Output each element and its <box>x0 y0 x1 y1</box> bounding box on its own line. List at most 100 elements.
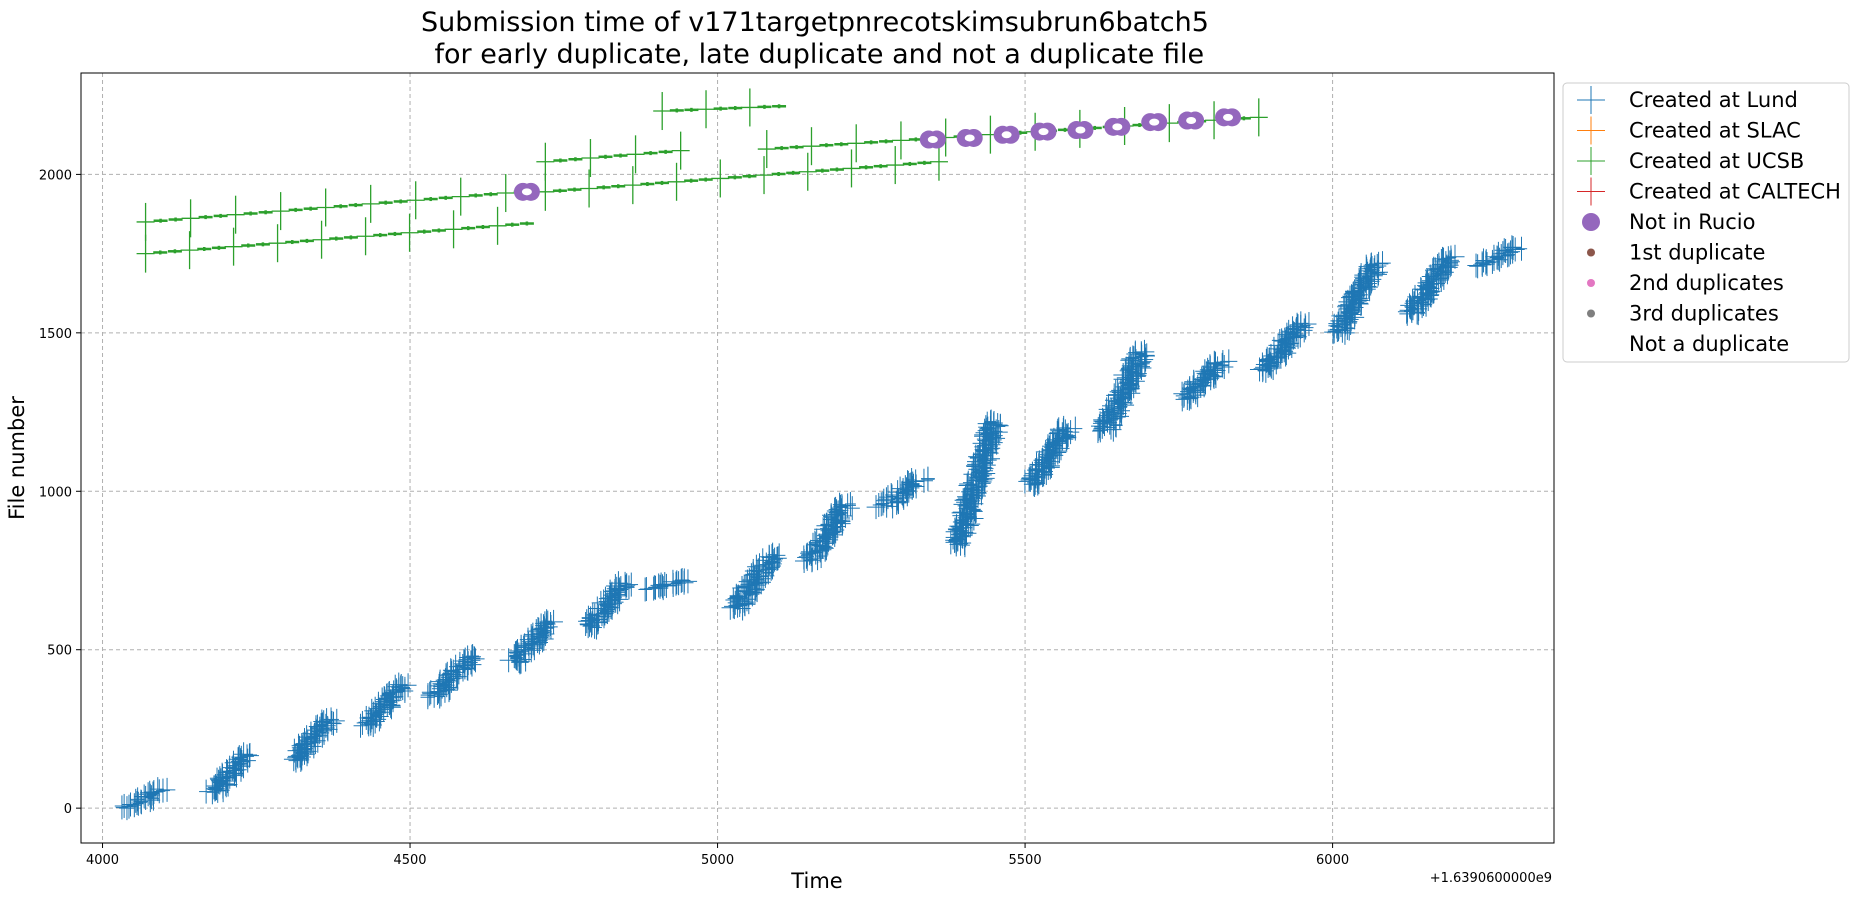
lund-marker-18-13 <box>1485 244 1503 269</box>
ucsb-marker-0-9 <box>271 192 290 231</box>
lund-marker-12-55 <box>1042 434 1054 459</box>
lund-marker-3-31 <box>371 691 385 716</box>
lund-marker-13-31 <box>1098 397 1115 422</box>
ucsb-marker-0-11 <box>303 206 318 211</box>
lund-marker-3-55 <box>387 674 403 699</box>
lund-marker-11-175 <box>983 410 998 435</box>
ucsb-marker-4-1 <box>669 108 684 113</box>
lund-marker-16-75 <box>1354 268 1365 293</box>
lund-marker-3-24 <box>368 696 382 721</box>
y-tick-label-1: 500 <box>47 644 72 659</box>
ucsb-marker-3-19 <box>815 168 830 173</box>
lund-marker-17-45 <box>1421 270 1433 295</box>
x-tick-label-2: 5000 <box>701 853 734 868</box>
ucsb-marker-3-9 <box>667 162 686 201</box>
rucio-marker-6 <box>1104 117 1131 136</box>
lund-marker-3-39 <box>377 686 391 711</box>
ucsb-marker-0-1 <box>153 218 168 223</box>
lund-marker-14-52 <box>1206 350 1223 375</box>
x-offset-label: +1.6390600000e9 <box>1430 871 1552 886</box>
lund-marker-9-80 <box>832 492 847 517</box>
legend-label-1: Created at SLAC <box>1629 119 1801 143</box>
ucsb-marker-3-8 <box>654 180 669 185</box>
ucsb-marker-0-4 <box>198 215 213 220</box>
lund-marker-6-37 <box>598 589 609 614</box>
lund-marker-12-81 <box>1056 415 1071 440</box>
ucsb-marker-3-15 <box>755 156 774 195</box>
lund-marker-6-55 <box>606 576 627 601</box>
x-tick-label-3: 5500 <box>1009 853 1042 868</box>
lund-marker-10-14 <box>878 485 898 510</box>
lund-marker-15-67 <box>1293 311 1309 336</box>
rucio-marker-1 <box>919 130 946 149</box>
lund-marker-7-12 <box>658 572 672 597</box>
ucsb-marker-3-18 <box>798 152 817 191</box>
ucsb-marker-1-8 <box>255 242 270 247</box>
legend-item-5: 1st duplicate <box>1587 241 1765 265</box>
series-0 <box>114 235 1528 821</box>
ucsb-marker-0-10 <box>288 207 303 212</box>
lund-marker-9-77 <box>833 494 848 519</box>
lund-marker-0-15 <box>144 785 158 810</box>
lund-marker-17-47 <box>1421 268 1434 293</box>
lund-marker-18-7 <box>1477 249 1495 274</box>
legend-item-2: Created at UCSB <box>1577 147 1804 175</box>
ucsb-marker-3-26 <box>917 160 932 165</box>
lund-marker-0-17 <box>144 783 157 808</box>
lund-marker-0-21 <box>140 780 160 805</box>
y-tick-label-3: 1500 <box>39 327 72 342</box>
ucsb-marker-3-10 <box>684 178 699 183</box>
lund-marker-10-32 <box>902 472 920 497</box>
ucsb-marker-1-15 <box>356 217 375 256</box>
lund-marker-5-55 <box>535 611 555 636</box>
ucsb-marker-1-10 <box>285 240 300 245</box>
lund-marker-9-26 <box>808 530 821 555</box>
ucsb-marker-3-11 <box>698 177 713 182</box>
lund-marker-15-21 <box>1263 343 1279 368</box>
lund-marker-1-1 <box>199 779 214 804</box>
lund-marker-9-28 <box>814 529 831 554</box>
ucsb-marker-0-3 <box>181 199 200 238</box>
ucsb-marker-3-20 <box>829 167 844 172</box>
lund-marker-1-46 <box>233 747 248 772</box>
ucsb-marker-5-4 <box>819 143 834 148</box>
ucsb-marker-1-1 <box>153 250 168 255</box>
ucsb-marker-1-3 <box>180 231 199 270</box>
ucsb-marker-1-4 <box>197 246 212 251</box>
lund-marker-12-40 <box>1039 444 1054 469</box>
ucsb-marker-3-2 <box>567 187 582 192</box>
lund-marker-12-13 <box>1023 463 1037 488</box>
lund-marker-7-21 <box>674 567 690 592</box>
ucsb-marker-1-20 <box>431 228 446 233</box>
lund-marker-8-76 <box>767 542 778 567</box>
lund-marker-10-4 <box>875 492 888 517</box>
lund-marker-0-1 <box>115 795 129 820</box>
ucsb-marker-0-5 <box>213 213 228 218</box>
lund-marker-3-5 <box>358 710 378 735</box>
ucsb-marker-4-5 <box>728 106 743 111</box>
lund-marker-3-42 <box>379 683 394 708</box>
ucsb-marker-1-5 <box>211 245 226 250</box>
lund-marker-1-15 <box>211 769 226 794</box>
lund-marker-9-5 <box>797 545 811 570</box>
lund-marker-5-37 <box>525 624 538 649</box>
x-axis-label: Time <box>790 869 842 893</box>
lund-marker-11-176 <box>985 409 997 434</box>
lund-marker-7-9 <box>650 573 667 598</box>
lund-marker-15-42 <box>1274 329 1286 354</box>
lund-marker-18-8 <box>1475 248 1492 273</box>
lund-marker-16-50 <box>1340 285 1360 310</box>
lund-marker-0-22 <box>144 780 164 805</box>
lund-marker-6-56 <box>610 576 631 601</box>
axis-ticks: 4000 4500 5000 5500 6000 0 500 1000 1500 2000 <box>39 168 1349 868</box>
ucsb-marker-0-6 <box>226 195 245 234</box>
lund-marker-13-80 <box>1113 362 1133 387</box>
lund-marker-2-54 <box>315 710 332 735</box>
lund-marker-14-53 <box>1215 350 1230 375</box>
lund-marker-14-16 <box>1182 376 1198 401</box>
lund-marker-2-33 <box>297 725 316 750</box>
ucsb-marker-3-1 <box>552 188 567 193</box>
lund-marker-10-5 <box>876 491 890 516</box>
lund-marker-8-54 <box>749 558 768 583</box>
lund-marker-14-46 <box>1215 354 1234 379</box>
